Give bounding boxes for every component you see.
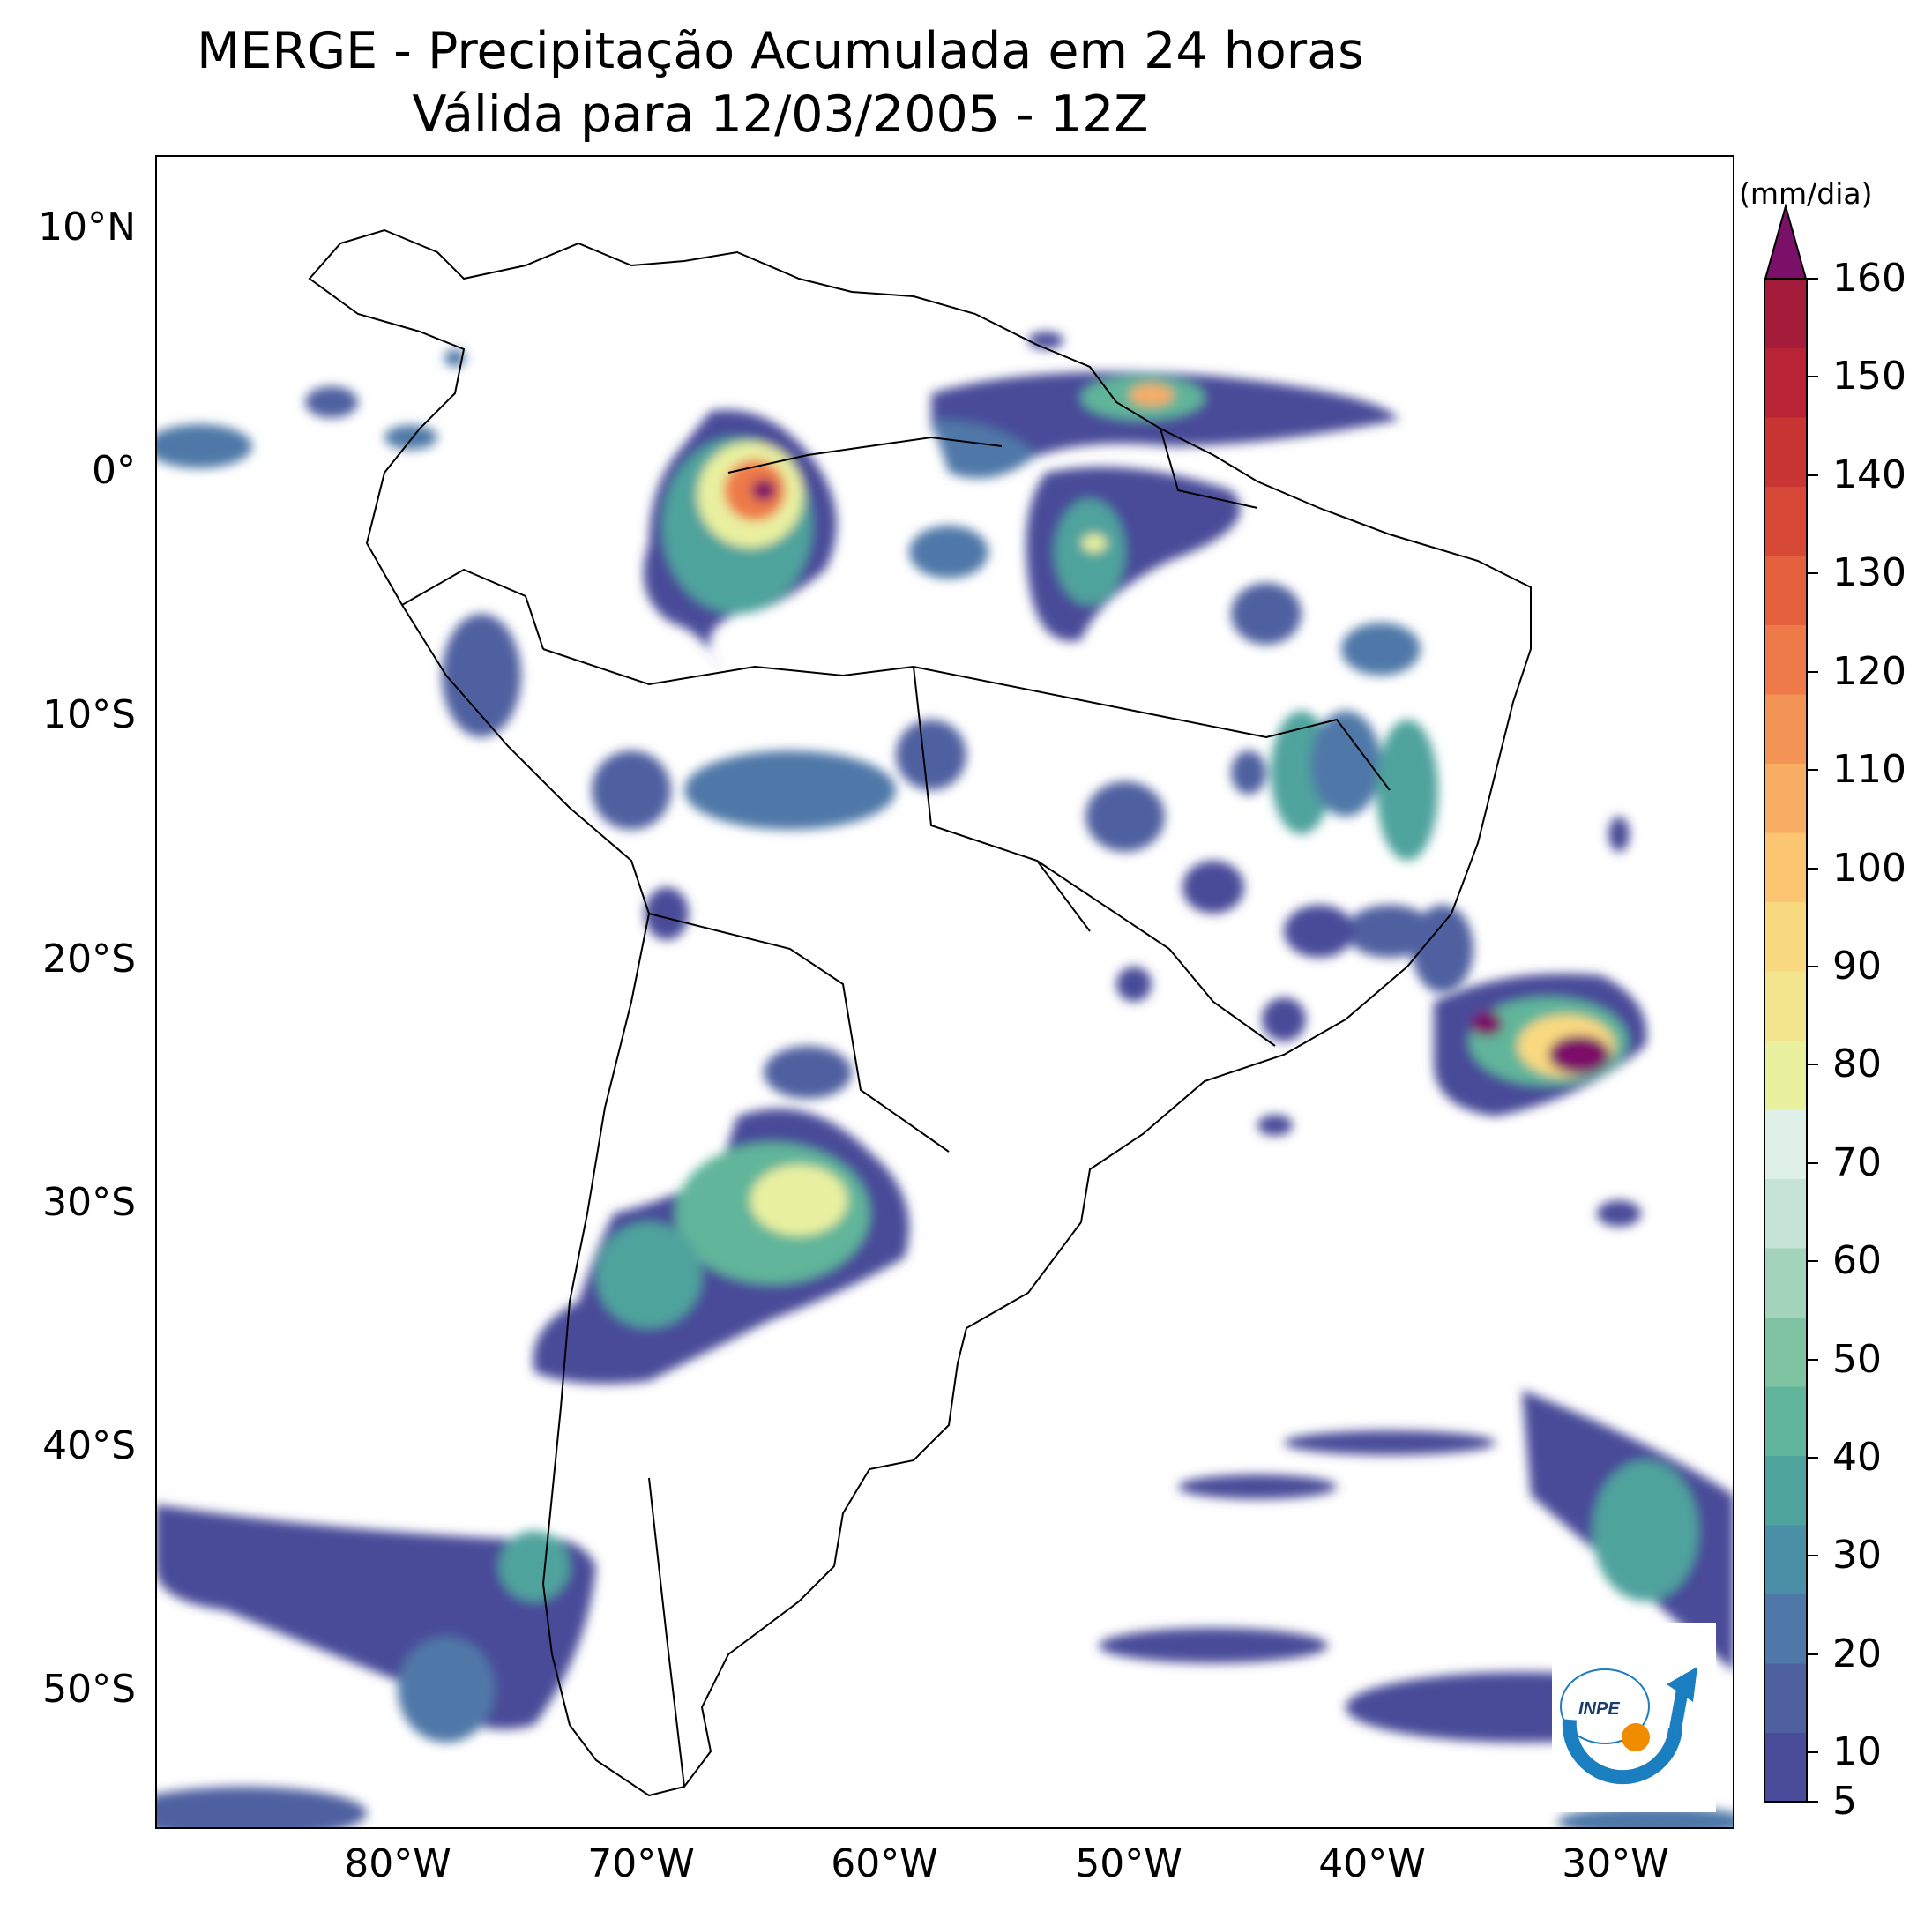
- colorbar-tick-label: 50: [1832, 1336, 1882, 1382]
- rain-cell-northeast: [1085, 583, 1473, 1041]
- colorbar: [1764, 203, 1808, 1803]
- rain-cell-atlantic: [1434, 974, 1647, 1116]
- lon-tick-60w: 60°W: [831, 1841, 938, 1886]
- colorbar-band: [1764, 486, 1807, 556]
- colorbar-band: [1764, 1317, 1807, 1387]
- lon-tick-50w: 50°W: [1075, 1841, 1182, 1886]
- lon-tick-80w: 80°W: [344, 1841, 451, 1886]
- colorbar-tick-label: 80: [1832, 1041, 1882, 1087]
- colorbar-bands: [1764, 279, 1807, 1803]
- lat-tick-20s: 20°S: [42, 937, 136, 982]
- colorbar-band: [1764, 417, 1807, 487]
- lat-tick-40s: 40°S: [42, 1423, 136, 1468]
- colorbar-tick-mark: [1808, 1653, 1818, 1655]
- rain-cell-argentina: [533, 1046, 909, 1385]
- colorbar-band: [1764, 901, 1807, 972]
- colorbar-band: [1764, 1663, 1807, 1733]
- inpe-logo-icon: INPE: [1552, 1623, 1716, 1812]
- colorbar-tick-mark: [1808, 1161, 1818, 1164]
- rain-cell-patagonia: [155, 1504, 596, 1829]
- lat-tick-10s: 10°S: [42, 692, 136, 737]
- colorbar-band: [1764, 763, 1807, 833]
- colorbar-tick-label: 70: [1832, 1139, 1882, 1185]
- lon-tick-70w: 70°W: [587, 1841, 695, 1886]
- colorbar-tick-mark: [1808, 278, 1818, 280]
- colorbar-tick-label: 90: [1832, 943, 1882, 989]
- colorbar-tick-label: 120: [1832, 648, 1906, 694]
- colorbar-tick-mark: [1808, 965, 1818, 967]
- map-subtitle: Válida para 12/03/2005 - 12Z: [412, 86, 1149, 144]
- colorbar-tick-label: 30: [1832, 1533, 1882, 1579]
- colorbar-band: [1764, 1109, 1807, 1179]
- colorbar-band: [1764, 347, 1807, 418]
- lat-tick-10n: 10°N: [38, 205, 136, 250]
- map-title: MERGE - Precipitação Acumulada em 24 hor…: [197, 22, 1364, 80]
- colorbar-tick-label: 100: [1832, 845, 1906, 891]
- colorbar-tick-mark: [1808, 670, 1818, 673]
- rain-cell-west-amazon: [442, 614, 966, 940]
- lon-tick-30w: 30°W: [1562, 1841, 1669, 1886]
- colorbar-tick-label: 130: [1832, 550, 1906, 596]
- country-borders: [308, 228, 1532, 1797]
- colorbar-band: [1764, 1525, 1807, 1594]
- colorbar-band: [1764, 832, 1807, 902]
- colorbar-band: [1764, 694, 1807, 764]
- colorbar-tick-mark: [1808, 769, 1818, 772]
- colorbar-tick-label: 5: [1832, 1779, 1857, 1824]
- rain-cell-para: [909, 467, 1241, 642]
- colorbar-unit: (mm/dia): [1739, 176, 1873, 211]
- colorbar-tick-mark: [1808, 572, 1818, 575]
- rain-cell-north-coast: [931, 371, 1399, 479]
- colorbar-tick-mark: [1808, 867, 1818, 870]
- colorbar-band: [1764, 1178, 1807, 1249]
- colorbar-tick-mark: [1808, 1751, 1818, 1754]
- colorbar-tick-label: 160: [1832, 256, 1906, 301]
- colorbar-tick-mark: [1808, 1555, 1818, 1557]
- colorbar-tick-mark: [1808, 1457, 1818, 1459]
- colorbar-tick-label: 140: [1832, 452, 1906, 497]
- colorbar-tick-mark: [1808, 474, 1818, 476]
- colorbar-band: [1764, 624, 1807, 695]
- colorbar-band: [1764, 1594, 1807, 1664]
- colorbar-band: [1764, 556, 1807, 625]
- colorbar-tick-mark: [1808, 1358, 1818, 1361]
- lat-tick-50s: 50°S: [42, 1667, 136, 1712]
- colorbar-band: [1764, 1248, 1807, 1318]
- colorbar-tick-label: 20: [1832, 1631, 1882, 1676]
- colorbar-tick-label: 150: [1832, 354, 1906, 399]
- lat-tick-30s: 30°S: [42, 1180, 136, 1225]
- colorbar-tick-mark: [1808, 1064, 1818, 1066]
- colorbar-band: [1764, 971, 1807, 1041]
- colorbar-band: [1764, 1386, 1807, 1456]
- lat-tick-0: 0°: [92, 448, 136, 493]
- colorbar-band: [1764, 279, 1807, 348]
- colorbar-band: [1764, 1732, 1807, 1803]
- colorbar-band: [1764, 1040, 1807, 1110]
- lon-tick-40w: 40°W: [1318, 1841, 1426, 1886]
- colorbar-tick-label: 40: [1832, 1435, 1882, 1481]
- precipitation-map: [155, 155, 1734, 1829]
- colorbar-extend-arrow: [1764, 203, 1808, 280]
- colorbar-tick-mark: [1808, 376, 1818, 378]
- colorbar-tick-label: 110: [1832, 747, 1906, 793]
- colorbar-tick-label: 60: [1832, 1238, 1882, 1284]
- colorbar-tick-mark: [1808, 1260, 1818, 1263]
- colorbar-tick-label: 10: [1832, 1729, 1882, 1775]
- colorbar-tick-mark: [1808, 1801, 1818, 1803]
- colorbar-band: [1764, 1455, 1807, 1526]
- inpe-logo-text: INPE: [1578, 1699, 1620, 1719]
- rain-cell-amazon: [643, 409, 837, 667]
